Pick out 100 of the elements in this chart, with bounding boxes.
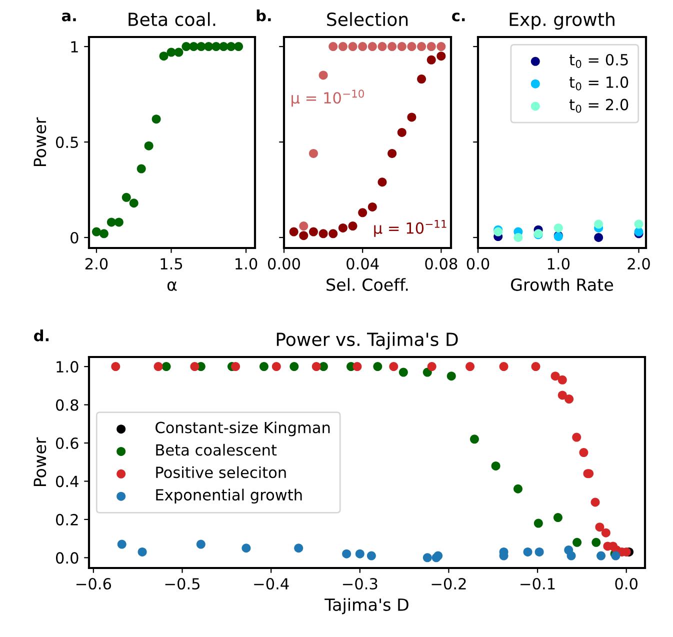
- text: a.: [62, 12, 76, 22]
- point: [378, 178, 387, 187]
- point: [166, 48, 176, 57]
- y-axis-title: Power: [34, 117, 46, 166]
- legend-label: Exponential growth: [156, 488, 302, 504]
- y-tick-label: 1.0: [56, 361, 78, 373]
- x-tick-label: −0.5: [165, 578, 200, 590]
- point: [398, 368, 408, 377]
- point: [144, 141, 154, 150]
- x-tick-label: 0.04: [346, 258, 379, 270]
- point: [579, 448, 588, 458]
- point: [289, 227, 298, 236]
- point: [358, 208, 368, 218]
- legend-label: Beta coalescent: [156, 444, 277, 456]
- chart-title: Selection: [327, 12, 408, 26]
- legend-label: t$_{0}$ = 0.5: [569, 54, 628, 68]
- point: [558, 375, 567, 384]
- x-tick-label: 2.0: [628, 258, 650, 270]
- point: [594, 232, 604, 242]
- x-axis-title: Sel. Coeff.: [326, 278, 408, 291]
- point: [154, 362, 163, 372]
- x-axis-title: Tajima's D: [324, 598, 408, 614]
- x-tick-label: 0.0: [466, 258, 490, 270]
- point: [136, 164, 146, 174]
- point: [514, 232, 523, 242]
- y-tick-label: 0: [70, 232, 78, 244]
- x-tick-label: −0.2: [432, 578, 466, 590]
- point: [182, 42, 191, 52]
- text: b.: [256, 10, 271, 22]
- legend-label: Positive seleciton: [156, 466, 286, 478]
- point: [531, 362, 540, 372]
- point: [397, 42, 406, 52]
- point: [513, 484, 522, 494]
- y-tick-label: 0.5: [56, 136, 78, 148]
- point: [114, 218, 124, 227]
- point: [338, 42, 348, 52]
- point: [388, 42, 397, 52]
- legend-label: Constant-size Kingman: [156, 421, 330, 436]
- point: [523, 547, 532, 556]
- text: c.: [452, 12, 465, 22]
- point: [234, 42, 244, 52]
- point: [417, 74, 426, 84]
- point: [564, 394, 574, 404]
- point: [352, 362, 362, 372]
- point: [446, 372, 456, 381]
- x-axis-title: α: [167, 281, 177, 291]
- point: [190, 362, 200, 372]
- point: [242, 544, 251, 553]
- point: [499, 362, 508, 372]
- point: [328, 229, 338, 238]
- point: [348, 42, 358, 52]
- point: [594, 220, 604, 229]
- y-tick-label: 0.0: [56, 552, 78, 564]
- x-tick-label: 1.0: [548, 258, 570, 270]
- x-tick-label: 0.0: [615, 578, 638, 590]
- point: [407, 42, 416, 52]
- point: [219, 42, 228, 52]
- point: [212, 42, 221, 52]
- x-axis-title: Growth Rate: [511, 278, 614, 291]
- chart-title: Exp. growth: [510, 12, 614, 30]
- point: [111, 362, 120, 372]
- point: [196, 42, 206, 52]
- x-tick-label: −0.6: [76, 578, 112, 590]
- point: [590, 498, 600, 507]
- x-tick-label: −0.4: [254, 578, 289, 590]
- point: [378, 42, 387, 52]
- point: [427, 362, 436, 372]
- point: [550, 372, 560, 381]
- point: [358, 42, 368, 52]
- point: [259, 362, 268, 372]
- point: [596, 551, 606, 560]
- point: [595, 522, 604, 532]
- point: [318, 70, 328, 80]
- point: [189, 42, 198, 52]
- point: [152, 114, 161, 124]
- series-label: μ = 10$^{−10}$: [292, 90, 364, 107]
- x-tick-label: −0.3: [342, 578, 378, 590]
- point: [554, 223, 563, 232]
- point: [426, 42, 436, 52]
- point: [553, 513, 562, 522]
- point: [436, 52, 446, 61]
- legend-label: t$_{0}$ = 2.0: [569, 98, 628, 113]
- x-tick-label: 2.0: [85, 258, 108, 270]
- point: [290, 362, 299, 372]
- point: [92, 227, 101, 236]
- point: [601, 528, 610, 538]
- point: [368, 202, 377, 212]
- point: [162, 362, 171, 372]
- point: [422, 553, 432, 562]
- y-tick-label: 0.2: [56, 514, 78, 526]
- x-tick-label: 0.00: [268, 258, 300, 270]
- point: [388, 148, 397, 158]
- point: [534, 518, 543, 528]
- point: [466, 362, 475, 372]
- point: [348, 222, 358, 231]
- point: [231, 362, 240, 372]
- point: [204, 42, 214, 52]
- text: d.: [34, 330, 49, 342]
- x-tick-label: 1.0: [236, 258, 258, 270]
- point: [389, 362, 398, 372]
